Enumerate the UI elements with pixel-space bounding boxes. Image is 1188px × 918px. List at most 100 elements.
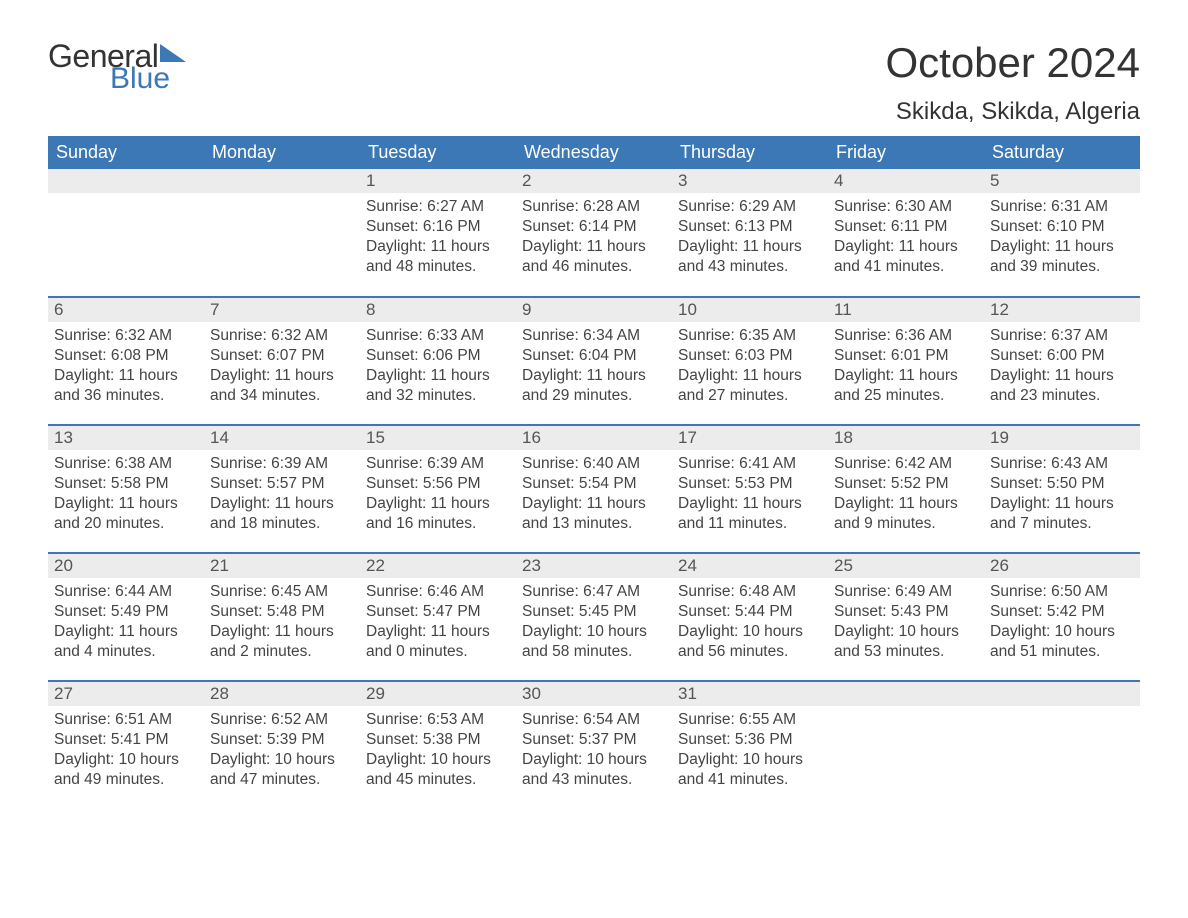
day-number: 30: [516, 682, 672, 706]
day-number: [984, 682, 1140, 706]
day-body: Sunrise: 6:53 AMSunset: 5:38 PMDaylight:…: [360, 706, 516, 793]
daylight-text: and 0 minutes.: [366, 642, 510, 662]
day-number: 1: [360, 169, 516, 193]
day-body: Sunrise: 6:44 AMSunset: 5:49 PMDaylight:…: [48, 578, 204, 665]
day-body: Sunrise: 6:40 AMSunset: 5:54 PMDaylight:…: [516, 450, 672, 537]
daylight-text: Daylight: 11 hours: [366, 622, 510, 642]
calendar-thead: Sunday Monday Tuesday Wednesday Thursday…: [48, 136, 1140, 169]
day-body: Sunrise: 6:30 AMSunset: 6:11 PMDaylight:…: [828, 193, 984, 280]
day-number: 23: [516, 554, 672, 578]
daylight-text: Daylight: 11 hours: [522, 237, 666, 257]
sunrise-text: Sunrise: 6:32 AM: [54, 326, 198, 346]
day-body: [204, 193, 360, 201]
daylight-text: and 32 minutes.: [366, 386, 510, 406]
day-number: 26: [984, 554, 1140, 578]
sunrise-text: Sunrise: 6:52 AM: [210, 710, 354, 730]
calendar-day-cell: 4Sunrise: 6:30 AMSunset: 6:11 PMDaylight…: [828, 169, 984, 297]
daylight-text: and 11 minutes.: [678, 514, 822, 534]
day-number: 25: [828, 554, 984, 578]
daylight-text: and 20 minutes.: [54, 514, 198, 534]
daylight-text: Daylight: 11 hours: [54, 366, 198, 386]
day-number: 28: [204, 682, 360, 706]
daylight-text: Daylight: 11 hours: [834, 494, 978, 514]
sunrise-text: Sunrise: 6:43 AM: [990, 454, 1134, 474]
sunrise-text: Sunrise: 6:30 AM: [834, 197, 978, 217]
calendar-week-row: 1Sunrise: 6:27 AMSunset: 6:16 PMDaylight…: [48, 169, 1140, 297]
day-body: Sunrise: 6:50 AMSunset: 5:42 PMDaylight:…: [984, 578, 1140, 665]
weekday-header: Monday: [204, 136, 360, 169]
daylight-text: and 27 minutes.: [678, 386, 822, 406]
calendar-week-row: 20Sunrise: 6:44 AMSunset: 5:49 PMDayligh…: [48, 553, 1140, 681]
day-number: 29: [360, 682, 516, 706]
daylight-text: Daylight: 11 hours: [990, 494, 1134, 514]
daylight-text: and 56 minutes.: [678, 642, 822, 662]
daylight-text: Daylight: 11 hours: [678, 237, 822, 257]
sunrise-text: Sunrise: 6:42 AM: [834, 454, 978, 474]
sunrise-text: Sunrise: 6:50 AM: [990, 582, 1134, 602]
daylight-text: Daylight: 10 hours: [522, 622, 666, 642]
calendar-day-cell: 3Sunrise: 6:29 AMSunset: 6:13 PMDaylight…: [672, 169, 828, 297]
calendar-day-cell: 10Sunrise: 6:35 AMSunset: 6:03 PMDayligh…: [672, 297, 828, 425]
calendar-day-cell: 17Sunrise: 6:41 AMSunset: 5:53 PMDayligh…: [672, 425, 828, 553]
daylight-text: and 45 minutes.: [366, 770, 510, 790]
day-number: 5: [984, 169, 1140, 193]
sunset-text: Sunset: 6:03 PM: [678, 346, 822, 366]
day-number: 16: [516, 426, 672, 450]
daylight-text: and 48 minutes.: [366, 257, 510, 277]
sunset-text: Sunset: 5:57 PM: [210, 474, 354, 494]
daylight-text: and 36 minutes.: [54, 386, 198, 406]
weekday-header: Sunday: [48, 136, 204, 169]
page-header: General Blue October 2024 Skikda, Skikda…: [48, 40, 1140, 126]
day-number: 18: [828, 426, 984, 450]
sunrise-text: Sunrise: 6:47 AM: [522, 582, 666, 602]
sunset-text: Sunset: 5:47 PM: [366, 602, 510, 622]
daylight-text: and 43 minutes.: [678, 257, 822, 277]
day-number: 20: [48, 554, 204, 578]
sunrise-text: Sunrise: 6:39 AM: [366, 454, 510, 474]
sunset-text: Sunset: 5:49 PM: [54, 602, 198, 622]
day-body: Sunrise: 6:52 AMSunset: 5:39 PMDaylight:…: [204, 706, 360, 793]
day-body: Sunrise: 6:37 AMSunset: 6:00 PMDaylight:…: [984, 322, 1140, 409]
sunrise-text: Sunrise: 6:36 AM: [834, 326, 978, 346]
calendar-day-cell: 14Sunrise: 6:39 AMSunset: 5:57 PMDayligh…: [204, 425, 360, 553]
calendar-day-cell: 30Sunrise: 6:54 AMSunset: 5:37 PMDayligh…: [516, 681, 672, 809]
sunset-text: Sunset: 6:07 PM: [210, 346, 354, 366]
day-body: Sunrise: 6:32 AMSunset: 6:07 PMDaylight:…: [204, 322, 360, 409]
day-body: Sunrise: 6:47 AMSunset: 5:45 PMDaylight:…: [516, 578, 672, 665]
weekday-header: Tuesday: [360, 136, 516, 169]
daylight-text: and 41 minutes.: [678, 770, 822, 790]
calendar-week-row: 6Sunrise: 6:32 AMSunset: 6:08 PMDaylight…: [48, 297, 1140, 425]
day-number: 10: [672, 298, 828, 322]
calendar-day-cell: 29Sunrise: 6:53 AMSunset: 5:38 PMDayligh…: [360, 681, 516, 809]
sunrise-text: Sunrise: 6:35 AM: [678, 326, 822, 346]
calendar-day-cell: 27Sunrise: 6:51 AMSunset: 5:41 PMDayligh…: [48, 681, 204, 809]
day-number: 9: [516, 298, 672, 322]
calendar-day-cell: 23Sunrise: 6:47 AMSunset: 5:45 PMDayligh…: [516, 553, 672, 681]
calendar-day-cell: 12Sunrise: 6:37 AMSunset: 6:00 PMDayligh…: [984, 297, 1140, 425]
day-body: Sunrise: 6:51 AMSunset: 5:41 PMDaylight:…: [48, 706, 204, 793]
calendar-day-cell: 9Sunrise: 6:34 AMSunset: 6:04 PMDaylight…: [516, 297, 672, 425]
sunrise-text: Sunrise: 6:27 AM: [366, 197, 510, 217]
daylight-text: Daylight: 10 hours: [54, 750, 198, 770]
daylight-text: Daylight: 11 hours: [522, 494, 666, 514]
daylight-text: Daylight: 10 hours: [210, 750, 354, 770]
sunrise-text: Sunrise: 6:44 AM: [54, 582, 198, 602]
daylight-text: Daylight: 10 hours: [366, 750, 510, 770]
sunset-text: Sunset: 6:14 PM: [522, 217, 666, 237]
sunset-text: Sunset: 6:00 PM: [990, 346, 1134, 366]
calendar-page: General Blue October 2024 Skikda, Skikda…: [0, 0, 1188, 918]
day-body: [984, 706, 1140, 714]
calendar-tbody: 1Sunrise: 6:27 AMSunset: 6:16 PMDaylight…: [48, 169, 1140, 809]
daylight-text: Daylight: 11 hours: [210, 622, 354, 642]
day-body: Sunrise: 6:31 AMSunset: 6:10 PMDaylight:…: [984, 193, 1140, 280]
sunrise-text: Sunrise: 6:40 AM: [522, 454, 666, 474]
calendar-day-cell: 22Sunrise: 6:46 AMSunset: 5:47 PMDayligh…: [360, 553, 516, 681]
daylight-text: Daylight: 10 hours: [834, 622, 978, 642]
day-number: [204, 169, 360, 193]
daylight-text: and 43 minutes.: [522, 770, 666, 790]
daylight-text: and 2 minutes.: [210, 642, 354, 662]
day-body: Sunrise: 6:49 AMSunset: 5:43 PMDaylight:…: [828, 578, 984, 665]
calendar-day-cell: 2Sunrise: 6:28 AMSunset: 6:14 PMDaylight…: [516, 169, 672, 297]
sunset-text: Sunset: 5:54 PM: [522, 474, 666, 494]
sunset-text: Sunset: 6:11 PM: [834, 217, 978, 237]
